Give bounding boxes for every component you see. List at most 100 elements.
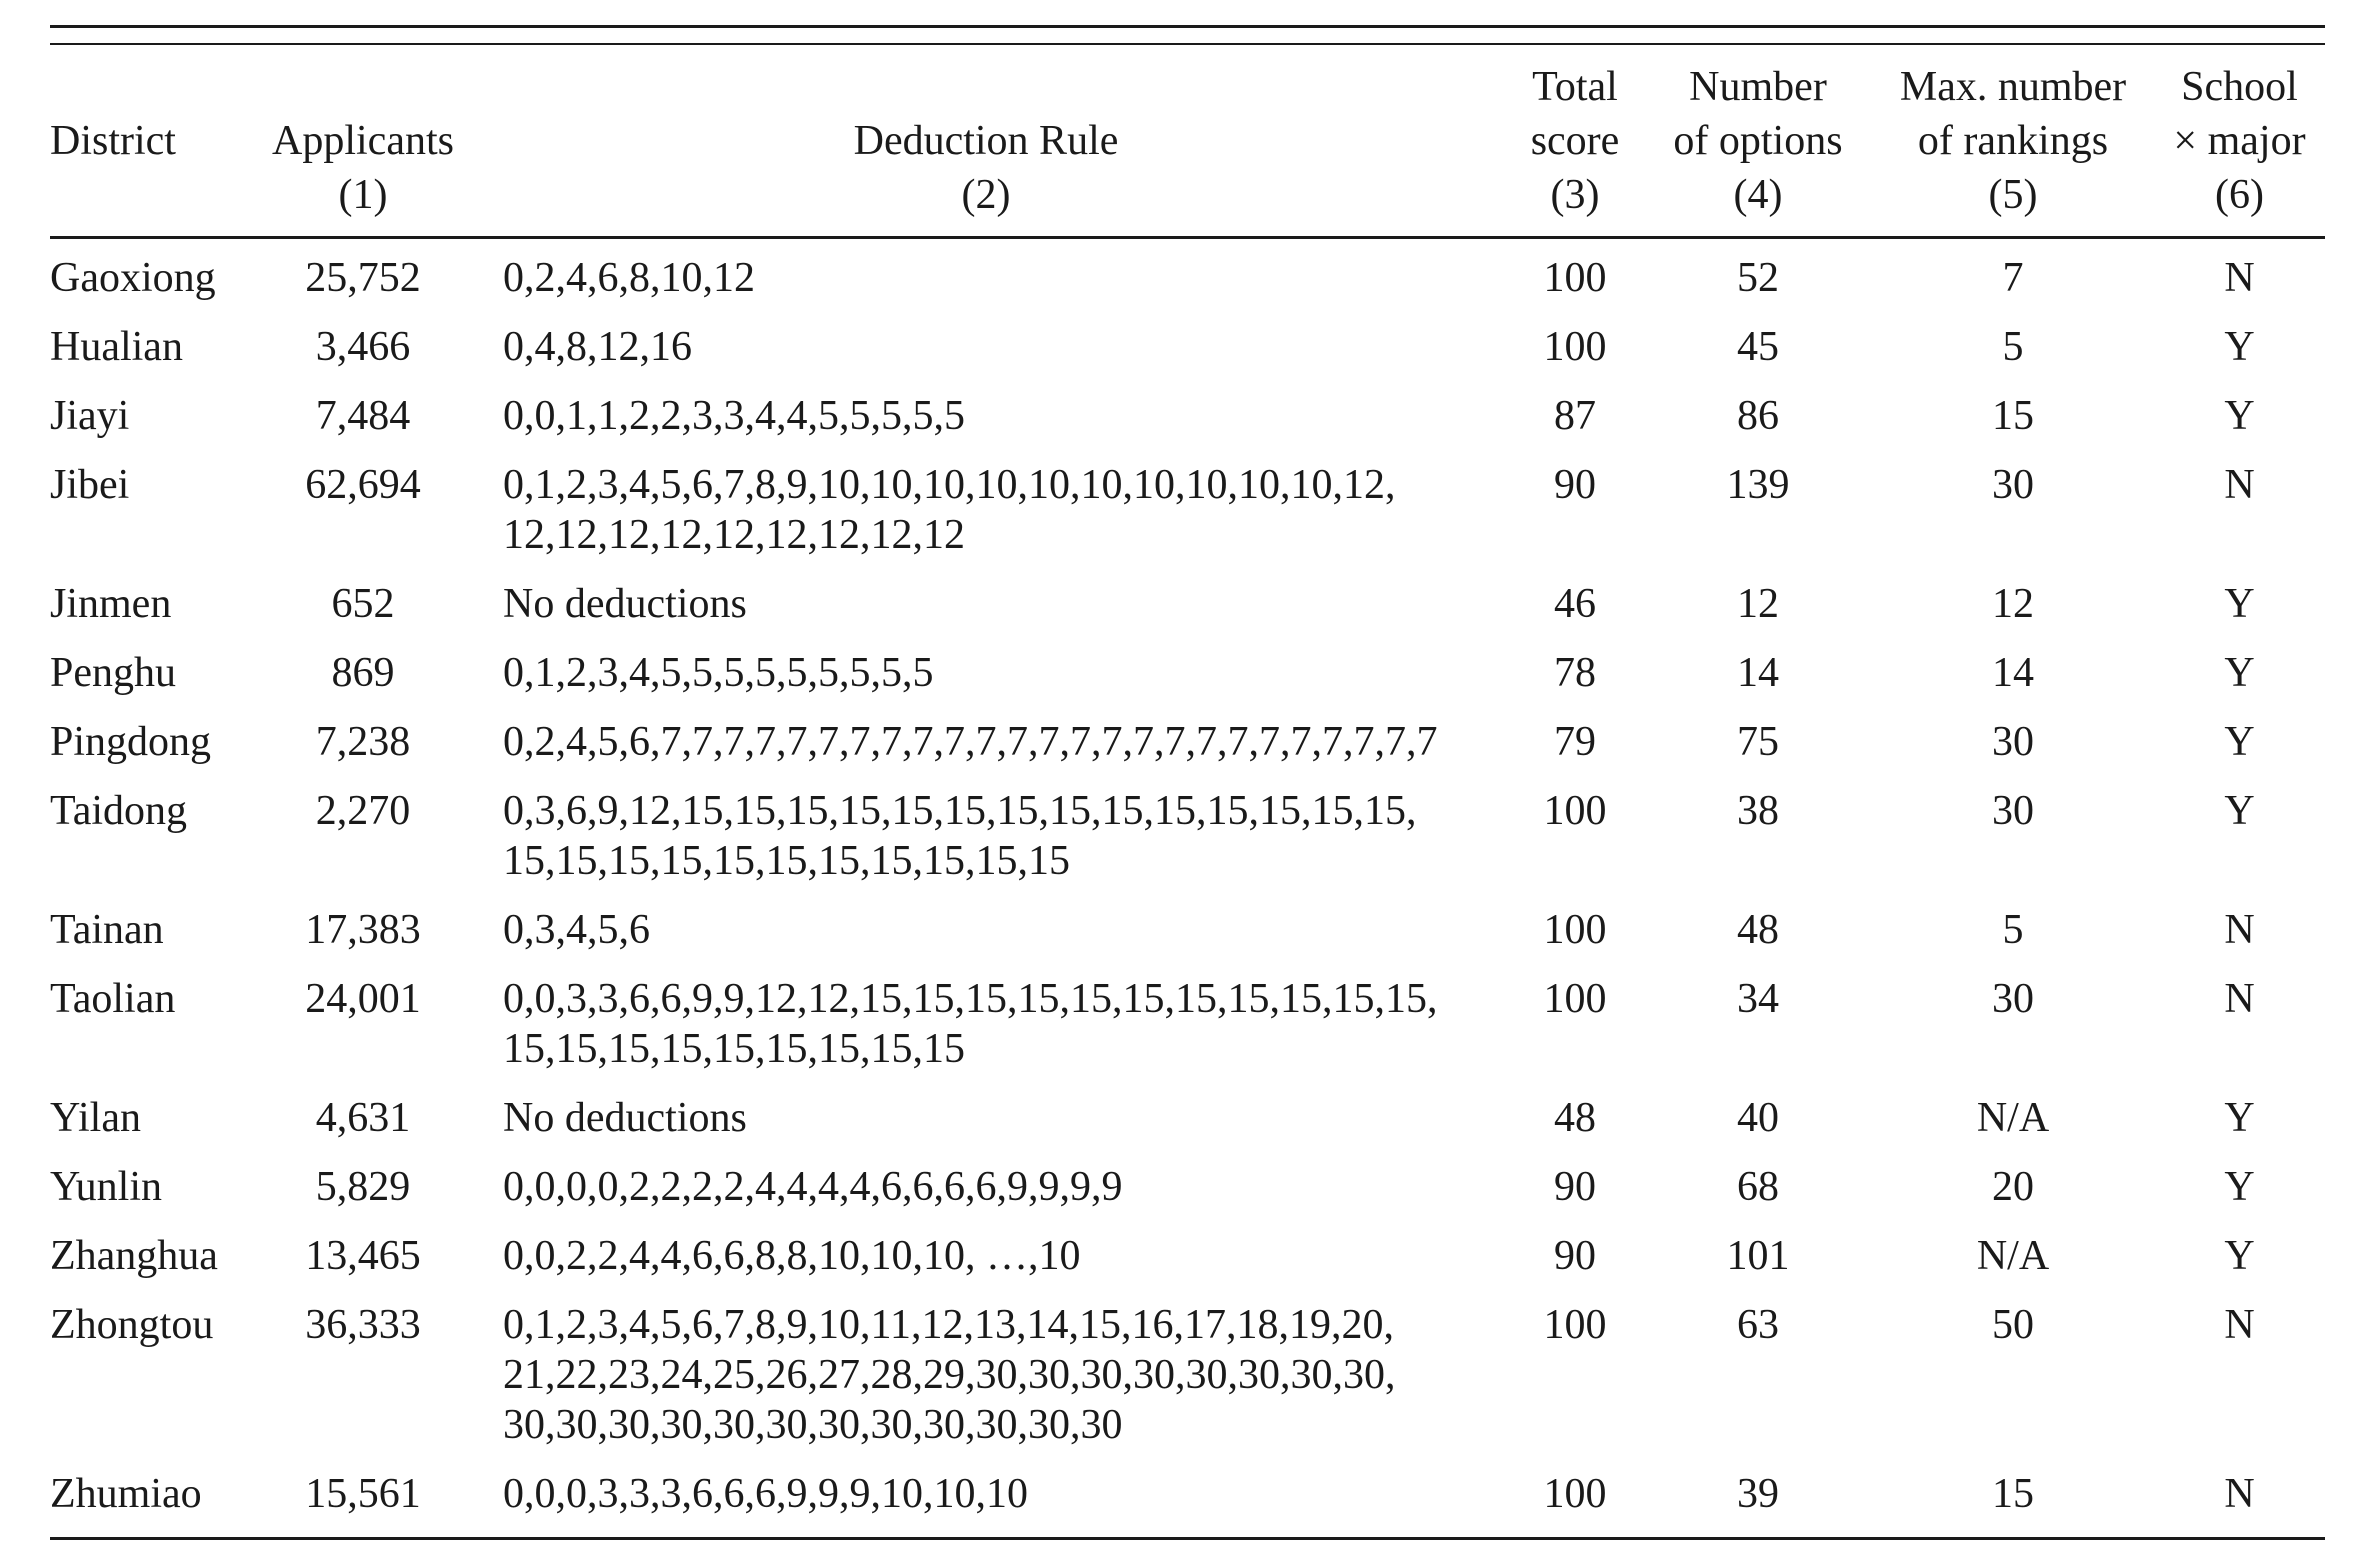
applicants-cell: 3,466 <box>315 324 411 370</box>
total-score-cell: 100 <box>1543 976 1607 1022</box>
options-cell: 45 <box>1737 324 1779 370</box>
district-cell: Jiayi <box>50 393 130 439</box>
applicants-cell: 2,270 <box>315 788 411 834</box>
deduction-rule-line: 15,15,15,15,15,15,15,15,15,15,15 <box>503 838 1070 884</box>
deduction-rule-line: 0,1,2,3,4,5,5,5,5,5,5,5,5,5 <box>503 650 934 696</box>
header-line: District <box>50 118 176 164</box>
options-cell: 39 <box>1737 1471 1779 1517</box>
deduction-rule-cell: 0,1,2,3,4,5,6,7,8,9,10,11,12,13,14,15,16… <box>466 1290 1506 1459</box>
rankings-cell: 5 <box>2002 324 2024 370</box>
options-cell: 38 <box>1737 788 1779 834</box>
table-row: Yilan 4,631 No deductions 48 40 N/A Y <box>50 1083 2325 1152</box>
applicants-cell: 62,694 <box>305 462 421 508</box>
total-score-cell: 79 <box>1554 719 1596 765</box>
header-line: Total <box>1532 64 1618 110</box>
district-cell: Tainan <box>50 907 164 953</box>
total-score-cell: 100 <box>1543 907 1607 953</box>
school-major-cell: Y <box>2224 324 2255 370</box>
deduction-rule-cell: No deductions <box>466 569 1506 638</box>
header-line: × major <box>2173 118 2306 164</box>
school-major-cell: Y <box>2224 650 2255 696</box>
options-cell: 68 <box>1737 1164 1779 1210</box>
deduction-rule-line: 12,12,12,12,12,12,12,12,12 <box>503 512 965 558</box>
total-score-cell: 46 <box>1554 581 1596 627</box>
options-cell: 63 <box>1737 1302 1779 1348</box>
rankings-cell: 20 <box>1992 1164 2034 1210</box>
header-line: (2) <box>961 172 1011 218</box>
header-line: Deduction Rule <box>853 118 1119 164</box>
table-row: Jinmen 652 No deductions 46 12 12 Y <box>50 569 2325 638</box>
total-score-cell: 100 <box>1543 788 1607 834</box>
total-score-cell: 90 <box>1554 462 1596 508</box>
school-major-cell: N <box>2224 976 2255 1022</box>
deduction-rule-line: 0,3,6,9,12,15,15,15,15,15,15,15,15,15,15… <box>503 788 1417 834</box>
deduction-rule-cell: 0,1,2,3,4,5,6,7,8,9,10,10,10,10,10,10,10… <box>466 450 1506 569</box>
deduction-rule-line: No deductions <box>503 1095 747 1141</box>
school-major-cell: N <box>2224 462 2255 508</box>
deduction-rule-cell: 0,0,1,1,2,2,3,3,4,4,5,5,5,5,5 <box>466 381 1506 450</box>
header-line: of rankings <box>1917 118 2109 164</box>
district-cell: Zhumiao <box>50 1471 202 1517</box>
deduction-rule-line: No deductions <box>503 581 747 627</box>
table-row: Pingdong 7,238 0,2,4,5,6,7,7,7,7,7,7,7,7,7… <box>50 707 2325 776</box>
header-line: (1) <box>338 172 388 218</box>
options-cell: 14 <box>1737 650 1779 696</box>
applicants-cell: 17,383 <box>305 907 421 953</box>
column-header-applicants: Applicants (1) <box>260 45 466 237</box>
applicants-cell: 36,333 <box>305 1302 421 1348</box>
deduction-rule-cell: 0,0,0,3,3,3,6,6,6,9,9,9,10,10,10 <box>466 1459 1506 1550</box>
applicants-cell: 25,752 <box>305 255 421 301</box>
top-rule-thin <box>50 43 2325 45</box>
deduction-rule-cell: 0,3,6,9,12,15,15,15,15,15,15,15,15,15,15… <box>466 776 1506 895</box>
table-row: Gaoxiong 25,752 0,2,4,6,8,10,12 100 52 7 N <box>50 237 2325 312</box>
deduction-rule-line: 0,2,4,6,8,10,12 <box>503 255 755 301</box>
school-major-cell: Y <box>2224 1164 2255 1210</box>
table-row: Penghu 869 0,1,2,3,4,5,5,5,5,5,5,5,5,5 78 14… <box>50 638 2325 707</box>
deduction-rule-line: 0,0,3,3,6,6,9,9,12,12,15,15,15,15,15,15,… <box>503 976 1438 1022</box>
total-score-cell: 100 <box>1543 1471 1607 1517</box>
rankings-cell: 30 <box>1992 976 2034 1022</box>
rankings-cell: 15 <box>1992 393 2034 439</box>
rankings-cell: N/A <box>1976 1233 2050 1279</box>
header-line: score <box>1530 118 1620 164</box>
deduction-rule-line: 0,4,8,12,16 <box>503 324 692 370</box>
column-header-number-of-options: Number of options (4) <box>1644 45 1872 237</box>
header-line <box>50 168 260 222</box>
header-line: (6) <box>2215 172 2264 218</box>
deduction-rule-line: 0,0,2,2,4,4,6,6,8,8,10,10,10, …,10 <box>503 1233 1081 1279</box>
deduction-rule-line: 0,0,0,3,3,3,6,6,6,9,9,9,10,10,10 <box>503 1471 1028 1517</box>
school-major-cell: Y <box>2224 581 2255 627</box>
applicants-cell: 15,561 <box>305 1471 421 1517</box>
header-line: Max. number <box>1899 64 2127 110</box>
deduction-rule-line: 0,2,4,5,6,7,7,7,7,7,7,7,7,7,7,7,7,7,7,7,… <box>503 719 1438 765</box>
district-cell: Taolian <box>50 976 176 1022</box>
rankings-cell: 5 <box>2002 907 2024 953</box>
deduction-rule-cell: 0,4,8,12,16 <box>466 312 1506 381</box>
header-line <box>50 60 260 114</box>
table-row: Zhumiao 15,561 0,0,0,3,3,3,6,6,6,9,9,9,10,… <box>50 1459 2325 1550</box>
deduction-rule-line: 0,1,2,3,4,5,6,7,8,9,10,11,12,13,14,15,16… <box>503 1302 1394 1348</box>
column-header-max-rankings: Max. number of rankings (5) <box>1872 45 2154 237</box>
top-rule-thick <box>50 25 2325 28</box>
district-cell: Zhongtou <box>50 1302 214 1348</box>
district-cell: Zhanghua <box>50 1233 218 1279</box>
table-row: Taidong 2,270 0,3,6,9,12,15,15,15,15,15,15… <box>50 776 2325 895</box>
school-major-cell: N <box>2224 1471 2255 1517</box>
rankings-cell: 14 <box>1992 650 2034 696</box>
school-major-cell: Y <box>2224 788 2255 834</box>
deduction-rule-cell: 0,2,4,6,8,10,12 <box>466 237 1506 312</box>
table-row: Yunlin 5,829 0,0,0,0,2,2,2,2,4,4,4,4,6,6,6… <box>50 1152 2325 1221</box>
header-line: (3) <box>1550 172 1600 218</box>
header-line: Number <box>1689 64 1827 110</box>
deduction-rule-line: 0,0,1,1,2,2,3,3,4,4,5,5,5,5,5 <box>503 393 965 439</box>
deduction-rule-line: 0,1,2,3,4,5,6,7,8,9,10,10,10,10,10,10,10… <box>503 462 1396 508</box>
school-major-cell: N <box>2224 907 2255 953</box>
options-cell: 101 <box>1726 1233 1790 1279</box>
total-score-cell: 100 <box>1543 255 1607 301</box>
column-header-district: District <box>50 45 260 237</box>
options-cell: 52 <box>1737 255 1779 301</box>
column-header-school-major: School × major (6) <box>2154 45 2325 237</box>
school-major-cell: N <box>2224 1302 2255 1348</box>
applicants-cell: 5,829 <box>315 1164 411 1210</box>
deduction-rule-line: 30,30,30,30,30,30,30,30,30,30,30,30 <box>503 1402 1123 1448</box>
